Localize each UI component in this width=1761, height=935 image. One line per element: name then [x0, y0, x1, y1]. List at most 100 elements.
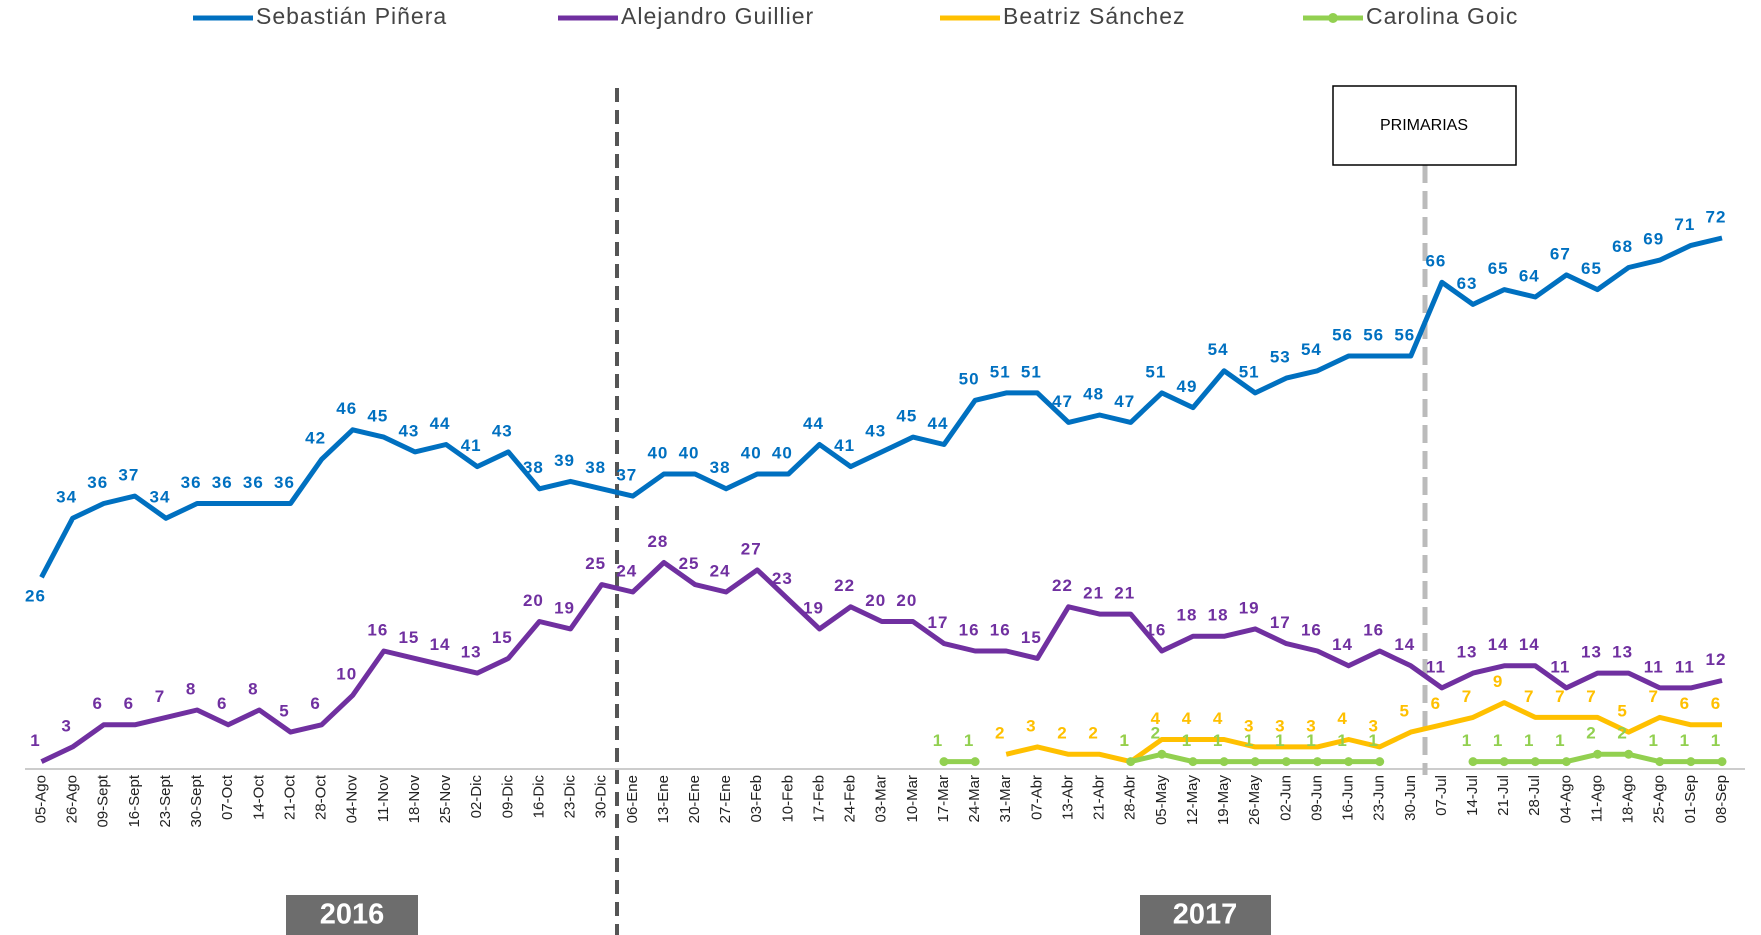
data-label: 27 [741, 539, 762, 558]
data-label: 3 [1306, 716, 1316, 735]
data-label: 1 [1275, 731, 1285, 750]
x-tick-label: 19-May [1215, 775, 1232, 826]
point-marker [1312, 757, 1322, 767]
data-label: 28 [647, 532, 668, 551]
data-label: 19 [554, 598, 575, 617]
data-label: 6 [217, 694, 227, 713]
data-label: 1 [1649, 731, 1659, 750]
data-label: 16 [367, 620, 388, 639]
data-label: 41 [834, 436, 855, 455]
legend-label: Beatriz Sánchez [1003, 3, 1185, 29]
data-label: 65 [1488, 259, 1509, 278]
data-label: 24 [616, 561, 637, 580]
data-label: 64 [1519, 266, 1540, 285]
point-marker [1188, 757, 1198, 767]
data-label: 16 [1145, 620, 1166, 639]
x-tick-label: 18-Ago [1620, 775, 1637, 823]
data-label: 51 [1145, 362, 1166, 381]
data-label: 1 [1306, 731, 1316, 750]
data-label: 6 [1431, 694, 1441, 713]
data-label: 44 [803, 414, 824, 433]
x-tick-label: 14-Jul [1464, 775, 1481, 816]
point-marker [1219, 757, 1229, 767]
data-label: 2 [1057, 724, 1067, 743]
data-label: 65 [1581, 259, 1602, 278]
data-label: 40 [772, 443, 793, 462]
point-marker [1717, 757, 1727, 767]
year-label: 2017 [1173, 899, 1238, 931]
x-tick-label: 07-Abr [1028, 775, 1045, 820]
x-tick-label: 12-May [1184, 775, 1201, 826]
x-tick-label: 26-Ago [64, 775, 81, 823]
data-label: 69 [1643, 230, 1664, 249]
x-tick-label: 17-Mar [935, 775, 952, 823]
data-label: 7 [1462, 687, 1472, 706]
data-label: 14 [430, 635, 451, 654]
data-label: 38 [585, 458, 606, 477]
legend-label: Alejandro Guillier [621, 3, 814, 29]
x-tick-label: 09-Sept [95, 774, 112, 827]
data-label: 14 [1519, 635, 1540, 654]
data-label: 9 [1493, 672, 1503, 691]
data-label: 7 [1649, 687, 1659, 706]
legend-label: Carolina Goic [1366, 3, 1518, 29]
data-label: 1 [1337, 731, 1347, 750]
data-label: 1 [933, 731, 943, 750]
data-label: 36 [274, 473, 295, 492]
data-label: 47 [1052, 392, 1073, 411]
data-label: 49 [1176, 377, 1197, 396]
x-tick-label: 16-Dic [530, 775, 547, 819]
point-marker [939, 757, 949, 767]
x-tick-label: 21-Abr [1091, 775, 1108, 820]
data-label: 1 [1213, 731, 1223, 750]
data-label: 56 [1394, 325, 1415, 344]
x-tick-label: 21-Jul [1495, 775, 1512, 816]
x-tick-label: 31-Mar [997, 775, 1014, 823]
data-label: 5 [1617, 702, 1627, 721]
data-label: 13 [461, 643, 482, 662]
data-label: 3 [1368, 716, 1378, 735]
data-label: 23 [772, 569, 793, 588]
data-label: 15 [398, 628, 419, 647]
data-label: 43 [398, 421, 419, 440]
x-tick-label: 14-Oct [250, 774, 267, 820]
x-tick-label: 02-Jun [1277, 775, 1294, 821]
data-label: 48 [1083, 384, 1104, 403]
data-label: 51 [1239, 362, 1260, 381]
data-label: 63 [1457, 274, 1478, 293]
data-label: 1 [1555, 731, 1565, 750]
x-tick-label: 28-Oct [313, 774, 330, 820]
data-label: 19 [803, 598, 824, 617]
x-tick-label: 13-Ene [655, 775, 672, 823]
x-tick-label: 11-Nov [375, 775, 392, 823]
data-label: 2 [995, 724, 1005, 743]
data-label: 20 [865, 591, 886, 610]
point-marker [970, 757, 980, 767]
data-label: 14 [1394, 635, 1415, 654]
data-label: 40 [647, 443, 668, 462]
data-label: 4 [1182, 709, 1192, 728]
data-label: 2 [1586, 724, 1596, 743]
data-label: 37 [616, 466, 637, 485]
data-label: 13 [1581, 643, 1602, 662]
point-marker [1126, 757, 1136, 767]
year-label: 2016 [320, 899, 385, 931]
data-label: 7 [155, 687, 165, 706]
data-label: 45 [367, 407, 388, 426]
x-tick-label: 28-Abr [1122, 775, 1139, 820]
x-tick-label: 08-Sep [1713, 775, 1730, 823]
x-tick-label: 27-Ene [717, 775, 734, 823]
data-label: 1 [1368, 731, 1378, 750]
data-label: 2 [1617, 724, 1627, 743]
point-marker [1686, 757, 1696, 767]
x-tick-label: 16-Jun [1340, 775, 1357, 821]
data-label: 24 [710, 561, 731, 580]
data-label: 22 [834, 576, 855, 595]
x-tick-label: 04-Nov [344, 775, 361, 824]
data-label: 6 [1680, 694, 1690, 713]
data-label: 44 [430, 414, 451, 433]
x-tick-label: 24-Mar [966, 775, 983, 823]
data-label: 14 [1488, 635, 1509, 654]
data-label: 39 [554, 451, 575, 470]
